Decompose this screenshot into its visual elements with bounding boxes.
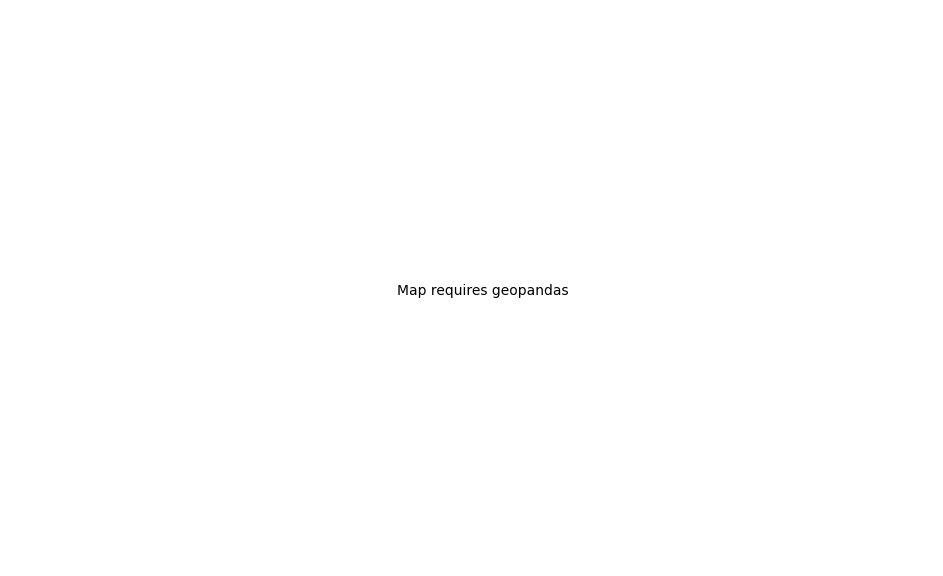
Text: Map requires geopandas: Map requires geopandas: [398, 284, 569, 298]
